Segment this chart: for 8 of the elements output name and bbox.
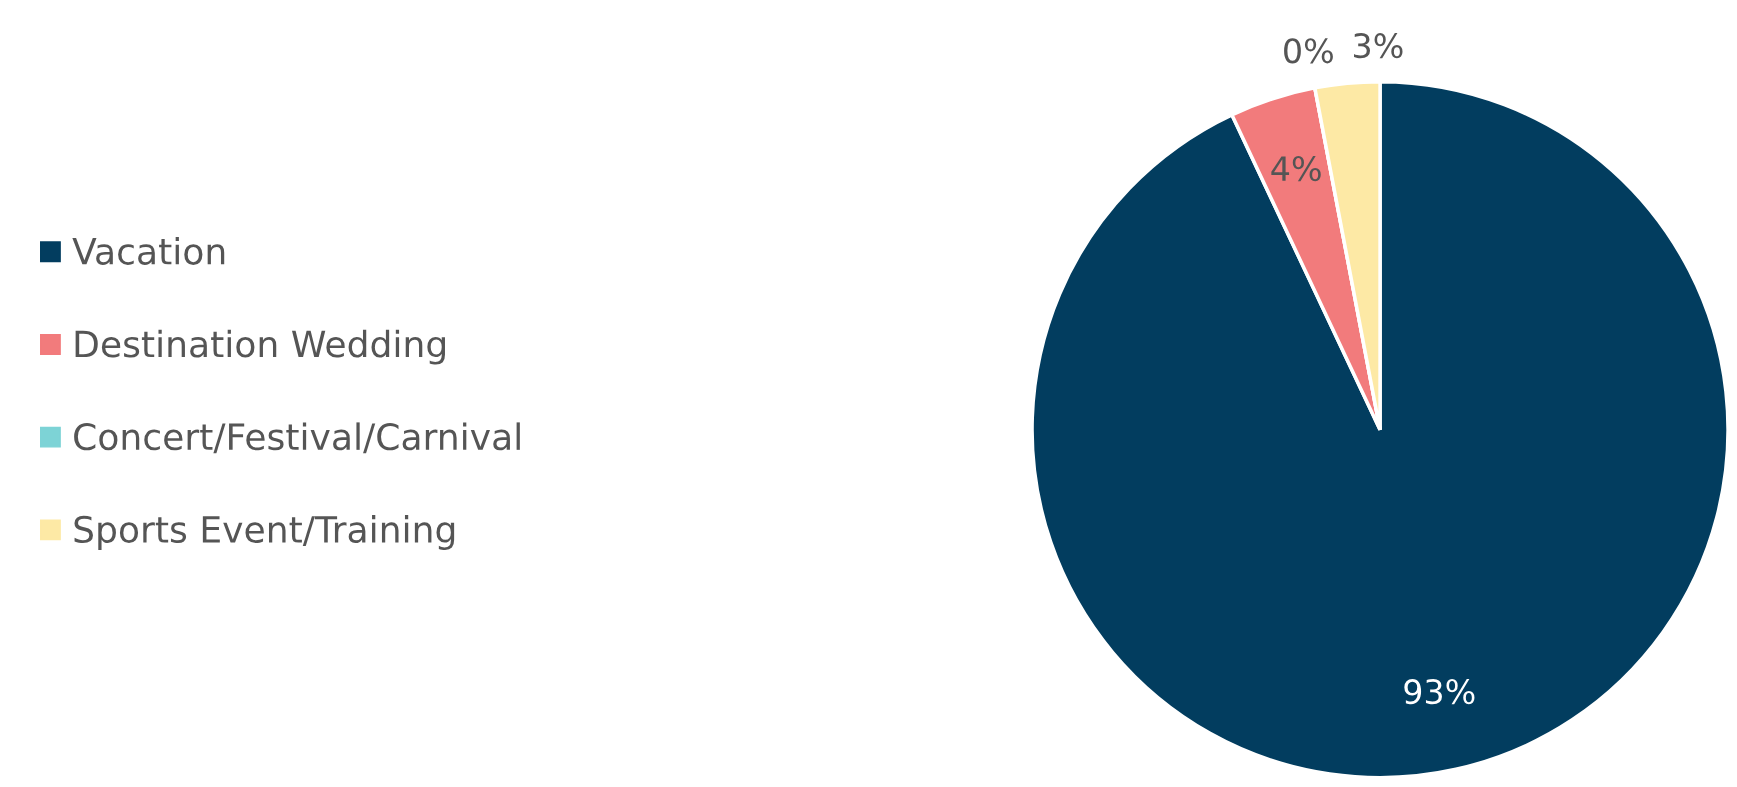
data-label: 3% — [1354, 33, 1403, 59]
legend-label: Sports Event/Training — [74, 515, 455, 551]
legend-label: Concert/Festival/Carnival — [74, 422, 520, 454]
text: 0% — [1284, 38, 1333, 64]
legend-label: Destination Wedding — [75, 329, 445, 365]
data-label: 4% — [1271, 156, 1321, 182]
data-label: 93% — [1404, 679, 1475, 705]
legend-label: Vacation — [72, 236, 225, 265]
